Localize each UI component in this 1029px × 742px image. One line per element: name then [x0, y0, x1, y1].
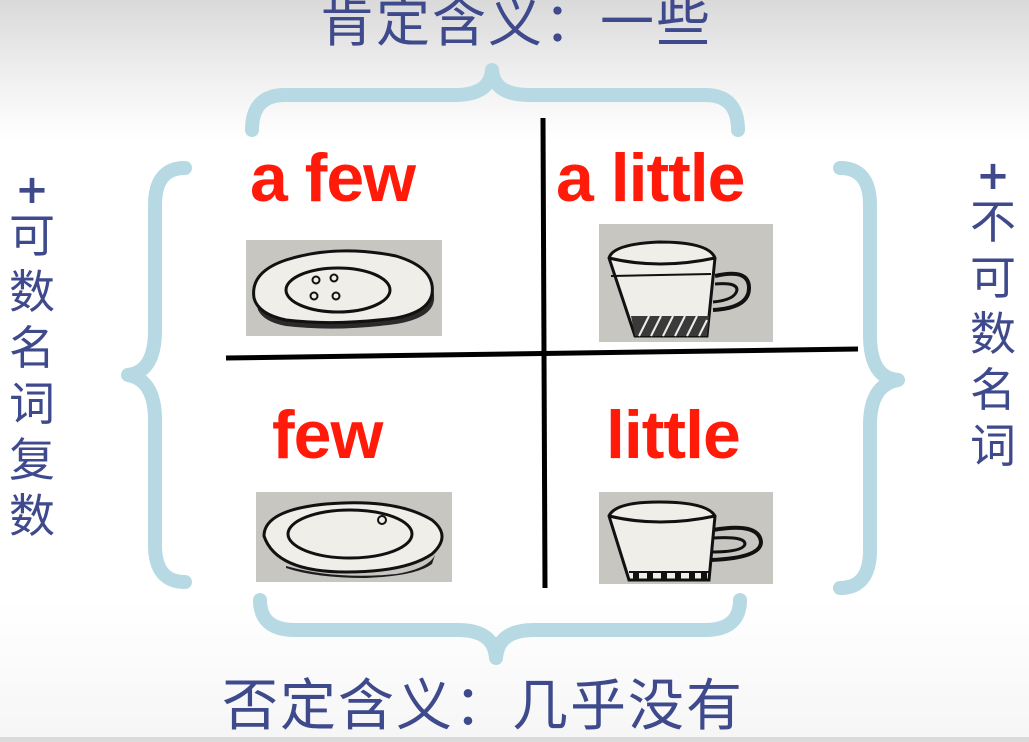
bottom-brace — [253, 593, 747, 665]
term-a-few: a few — [250, 140, 416, 216]
term-few: few — [272, 397, 383, 473]
term-a-little: a little — [556, 140, 745, 216]
right-brace — [833, 161, 905, 595]
uncountable-label: 不可数名词 — [970, 195, 1016, 473]
right-side-label: + 不可数名词 — [963, 153, 1023, 474]
plus-icon: + — [15, 167, 49, 213]
horizontal-divider — [225, 346, 859, 361]
countable-plural-label: 可数名词复数 — [9, 209, 55, 543]
plate-with-several-beans-icon — [246, 240, 442, 336]
cup-with-little-liquid-icon — [599, 224, 773, 342]
plus-icon: + — [976, 153, 1010, 199]
empty-cup-icon — [599, 492, 773, 584]
left-side-label: + 可数名词复数 — [2, 167, 62, 544]
plate-with-one-bean-icon — [256, 492, 452, 582]
left-brace — [121, 161, 192, 589]
negative-meaning-title: 否定含义：几乎没有 — [222, 674, 744, 739]
top-brace — [245, 63, 745, 137]
term-little: little — [606, 397, 741, 473]
positive-meaning-title: 肯定含义：一些 — [320, 0, 712, 54]
